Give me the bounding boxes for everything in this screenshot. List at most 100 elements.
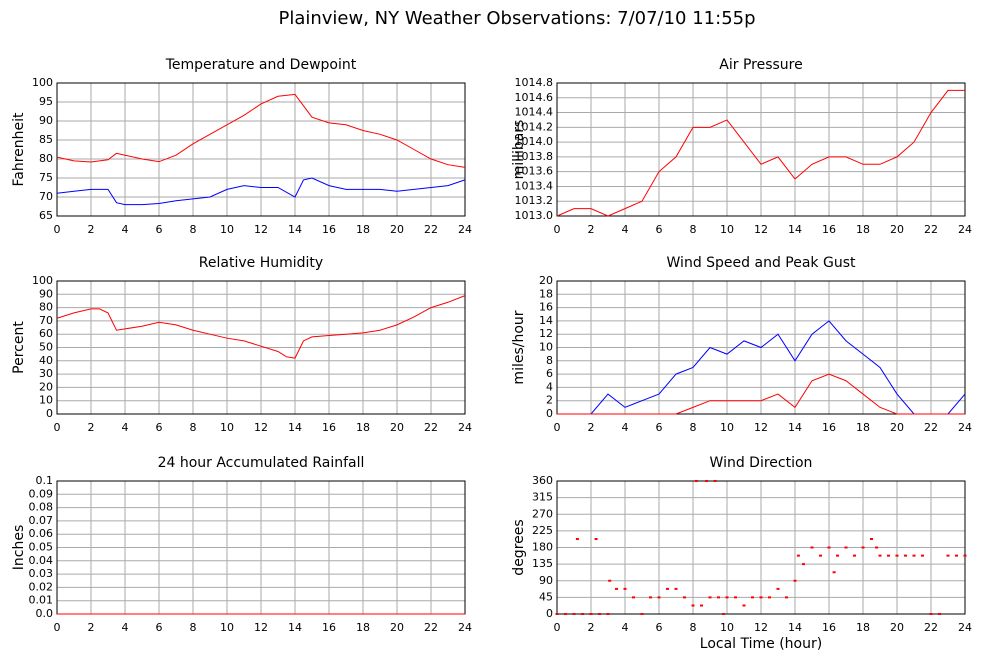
data-point <box>819 554 822 557</box>
data-point <box>700 604 703 607</box>
y-tick-label: 1014.8 <box>515 76 554 89</box>
x-tick-label: 8 <box>690 223 697 236</box>
x-tick-label: 22 <box>424 223 438 236</box>
data-point <box>594 538 598 541</box>
x-tick-label: 4 <box>122 621 129 634</box>
data-point <box>734 596 737 599</box>
y-tick-label: 95 <box>39 95 53 108</box>
chart-title: Relative Humidity <box>199 255 323 271</box>
x-axis-label: Local Time (hour) <box>700 636 822 652</box>
y-tick-label: 30 <box>39 367 53 380</box>
y-axis-label: Fahrenheit <box>11 112 27 187</box>
x-tick-label: 6 <box>156 223 163 236</box>
data-point <box>674 587 678 590</box>
x-tick-label: 24 <box>458 421 472 434</box>
x-tick-label: 10 <box>720 421 734 434</box>
x-tick-label: 0 <box>54 223 61 236</box>
x-tick-label: 18 <box>856 223 870 236</box>
x-tick-label: 18 <box>356 621 370 634</box>
plot-frame <box>56 280 466 415</box>
x-tick-label: 14 <box>788 223 802 236</box>
data-point <box>768 596 771 599</box>
data-point <box>657 596 661 599</box>
y-tick-label: 75 <box>39 171 53 184</box>
x-tick-label: 18 <box>856 421 870 434</box>
chart-title: Temperature and Dewpoint <box>165 57 357 73</box>
data-point <box>946 554 950 557</box>
data-point <box>589 613 593 615</box>
data-point <box>725 596 729 599</box>
plot-frame <box>556 280 966 415</box>
data-point <box>683 596 686 599</box>
data-point <box>713 480 717 482</box>
y-tick-label: 12 <box>539 327 553 340</box>
y-tick-label: 0 <box>546 607 553 620</box>
x-tick-label: 2 <box>588 223 595 236</box>
x-tick-label: 2 <box>588 421 595 434</box>
x-tick-label: 6 <box>656 421 663 434</box>
y-tick-label: 18 <box>539 287 553 300</box>
data-point <box>623 587 627 590</box>
x-tick-label: 14 <box>288 421 302 434</box>
y-tick-label: 0.02 <box>29 580 54 593</box>
x-tick-label: 14 <box>788 621 802 634</box>
data-point <box>691 604 695 607</box>
data-point <box>776 587 780 590</box>
x-tick-label: 2 <box>88 223 95 236</box>
y-tick-label: 1014.4 <box>515 106 554 119</box>
chart-title: 24 hour Accumulated Rainfall <box>158 455 365 471</box>
chart-title: Air Pressure <box>719 57 802 73</box>
y-axis-label: millibars <box>511 120 527 180</box>
x-tick-label: 12 <box>254 421 268 434</box>
y-tick-label: 90 <box>39 287 53 300</box>
x-tick-label: 4 <box>622 223 629 236</box>
data-line <box>556 89 965 217</box>
data-point <box>649 596 652 599</box>
y-tick-label: 315 <box>532 491 553 504</box>
x-tick-label: 24 <box>458 223 472 236</box>
data-point <box>955 554 958 557</box>
x-tick-label: 22 <box>924 223 938 236</box>
data-point <box>722 613 726 615</box>
x-tick-label: 8 <box>190 223 197 236</box>
x-tick-label: 10 <box>220 621 234 634</box>
data-point <box>575 538 579 541</box>
y-tick-label: 360 <box>532 474 553 487</box>
y-tick-label: 1014.2 <box>515 120 554 133</box>
x-tick-label: 22 <box>924 621 938 634</box>
y-axis-label: miles/hour <box>511 310 527 384</box>
page-title: Plainview, NY Weather Observations: 7/07… <box>278 8 755 29</box>
data-point <box>608 579 612 582</box>
data-point <box>640 613 644 615</box>
y-tick-label: 1013.8 <box>515 150 554 163</box>
y-tick-label: 1013.0 <box>515 209 554 222</box>
y-tick-label: 6 <box>546 367 553 380</box>
y-tick-label: 0.0 <box>36 607 54 620</box>
x-tick-label: 24 <box>958 621 972 634</box>
x-tick-label: 16 <box>322 621 336 634</box>
x-tick-label: 16 <box>822 421 836 434</box>
y-tick-label: 1014.6 <box>515 91 554 104</box>
x-tick-label: 2 <box>88 621 95 634</box>
x-tick-label: 6 <box>656 621 663 634</box>
x-tick-label: 0 <box>554 223 561 236</box>
y-tick-label: 90 <box>539 574 553 587</box>
y-tick-label: 60 <box>39 327 53 340</box>
y-tick-label: 100 <box>32 274 53 287</box>
y-tick-label: 20 <box>39 380 53 393</box>
y-tick-label: 0.08 <box>29 501 54 514</box>
y-tick-label: 0.06 <box>29 527 54 540</box>
y-tick-label: 0.01 <box>29 594 54 607</box>
data-point <box>844 546 848 549</box>
x-tick-label: 20 <box>890 223 904 236</box>
x-tick-label: 20 <box>390 421 404 434</box>
y-tick-label: 14 <box>539 314 553 327</box>
y-axis-label: Percent <box>11 321 27 374</box>
data-point <box>572 613 576 615</box>
data-point <box>598 613 601 615</box>
x-tick-label: 12 <box>254 621 268 634</box>
y-axis-label: Inches <box>11 525 27 570</box>
chart-title: Wind Speed and Peak Gust <box>667 255 856 271</box>
